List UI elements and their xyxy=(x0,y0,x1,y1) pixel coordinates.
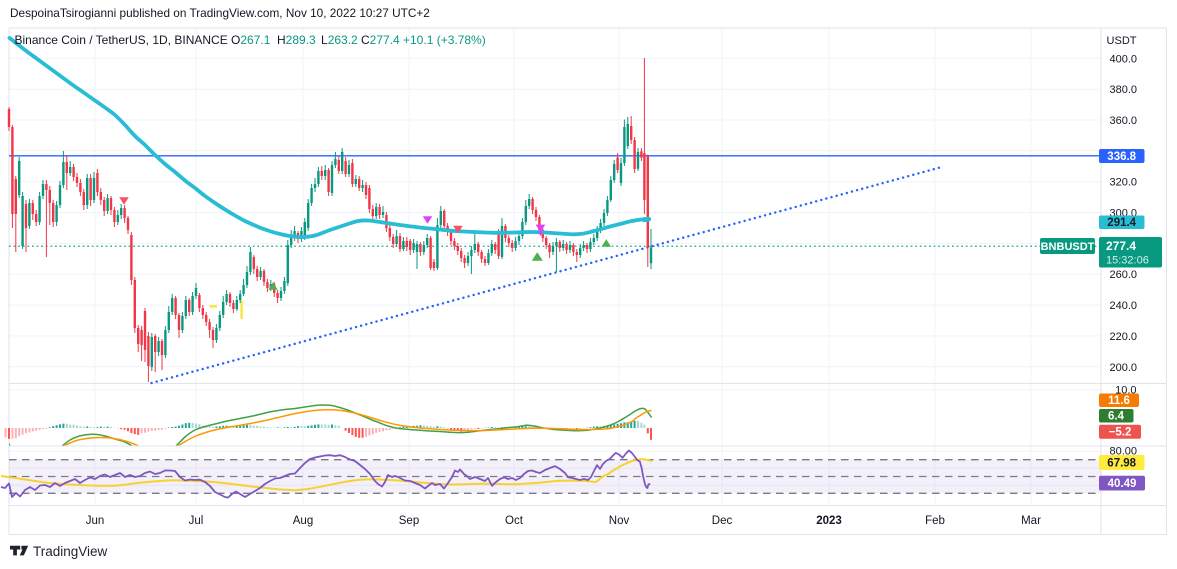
svg-text:291.4: 291.4 xyxy=(1107,217,1136,229)
svg-text:320.0: 320.0 xyxy=(1109,177,1137,189)
svg-text:+10.1 (+3.78%): +10.1 (+3.78%) xyxy=(403,33,486,47)
svg-text:80.00: 80.00 xyxy=(1109,446,1137,458)
svg-text:Feb: Feb xyxy=(925,515,945,527)
svg-text:O267.1: O267.1 xyxy=(231,33,271,47)
svg-text:C277.4: C277.4 xyxy=(361,33,400,47)
svg-text:Nov: Nov xyxy=(609,515,630,527)
svg-text:11.6: 11.6 xyxy=(1108,395,1130,407)
svg-text:−5.2: −5.2 xyxy=(1109,427,1132,439)
svg-text:360.0: 360.0 xyxy=(1109,115,1137,127)
svg-text:6.4: 6.4 xyxy=(1108,411,1125,423)
svg-text:400.0: 400.0 xyxy=(1109,53,1137,65)
svg-text:TradingView: TradingView xyxy=(33,544,108,559)
svg-text:BNBUSDT: BNBUSDT xyxy=(1041,241,1095,253)
svg-text:Dec: Dec xyxy=(712,515,733,527)
svg-text:Binance Coin / TetherUS, 1D, B: Binance Coin / TetherUS, 1D, BINANCE xyxy=(15,33,228,47)
svg-text:220.0: 220.0 xyxy=(1109,331,1137,343)
svg-text:L263.2: L263.2 xyxy=(321,33,358,47)
svg-text:2023: 2023 xyxy=(816,515,842,527)
svg-text:Jul: Jul xyxy=(189,515,204,527)
svg-text:DespoinaTsirogianni published: DespoinaTsirogianni published on Trading… xyxy=(10,6,430,20)
svg-text:H289.3: H289.3 xyxy=(277,33,316,47)
svg-text:67.98: 67.98 xyxy=(1107,458,1136,470)
svg-text:380.0: 380.0 xyxy=(1109,84,1137,96)
svg-text:260.0: 260.0 xyxy=(1109,269,1137,281)
svg-text:336.8: 336.8 xyxy=(1107,151,1136,163)
svg-text:USDT: USDT xyxy=(1107,35,1137,47)
svg-text:200.0: 200.0 xyxy=(1109,362,1137,374)
svg-text:240.0: 240.0 xyxy=(1109,300,1137,312)
svg-text:Jun: Jun xyxy=(86,515,105,527)
svg-text:277.4: 277.4 xyxy=(1106,239,1136,253)
svg-text:40.49: 40.49 xyxy=(1108,478,1137,490)
svg-text:15:32:06: 15:32:06 xyxy=(1106,255,1149,267)
svg-text:Oct: Oct xyxy=(505,515,524,527)
svg-text:Mar: Mar xyxy=(1021,515,1041,527)
svg-text:Aug: Aug xyxy=(293,515,313,527)
svg-text:Sep: Sep xyxy=(399,515,419,527)
